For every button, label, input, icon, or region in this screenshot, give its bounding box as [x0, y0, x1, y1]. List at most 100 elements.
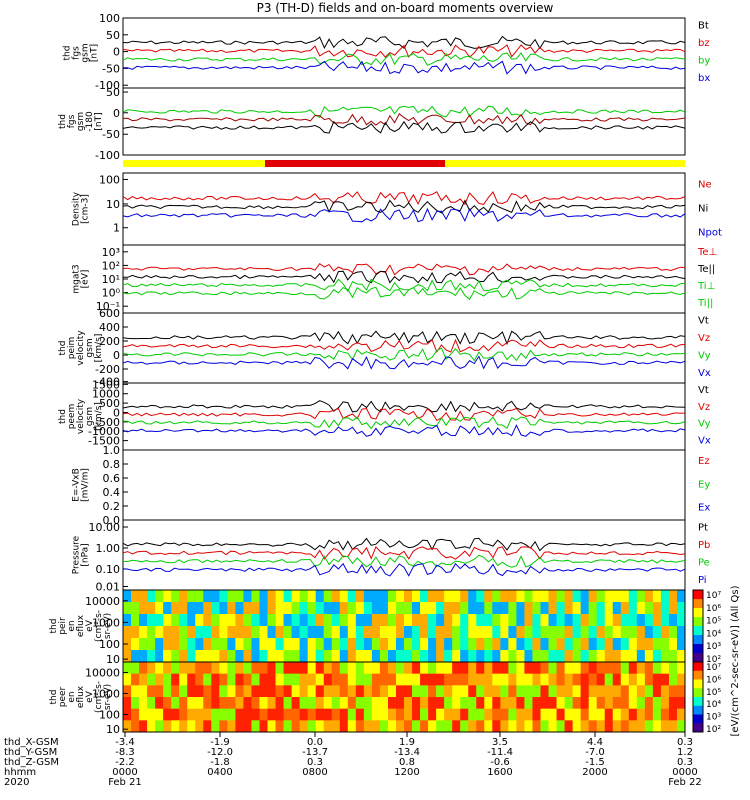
- spectrogram-cell: [179, 590, 188, 603]
- spectrogram-cell: [612, 626, 622, 639]
- spectrogram-cell: [123, 626, 132, 639]
- spectrogram-cell: [540, 662, 550, 675]
- spectrogram-cell: [652, 720, 662, 733]
- spectrogram-cell: [492, 626, 501, 639]
- spectrogram-cell: [251, 614, 260, 627]
- spectrogram-cell: [468, 602, 477, 615]
- spectrogram-cell: [395, 673, 405, 686]
- spectrogram-cell: [412, 685, 421, 698]
- spectrogram-cell: [476, 662, 485, 675]
- spectrogram-cell: [484, 626, 493, 639]
- spectrogram-cell: [155, 638, 164, 651]
- spectrogram-cell: [532, 685, 541, 698]
- spectrogram-cell: [243, 602, 252, 615]
- spectrogram-cell: [612, 685, 622, 698]
- spectrogram-cell: [147, 638, 156, 651]
- spectrogram-cell: [524, 720, 533, 733]
- spectrogram-cell: [500, 602, 509, 615]
- y-tick-label: 500: [99, 397, 120, 410]
- spectrogram-cell: [355, 708, 365, 721]
- spectrogram-cell: [564, 697, 574, 710]
- spectrogram-cell: [476, 673, 485, 686]
- spectrogram-cell: [203, 673, 212, 686]
- spectrogram-cell: [227, 708, 236, 721]
- legend-entry: Ez: [698, 456, 710, 467]
- spectrogram-cell: [323, 650, 333, 663]
- y-axis-label-line: [km/s]: [94, 402, 104, 431]
- spectrogram-cell: [147, 697, 156, 710]
- spectrogram-cell: [395, 638, 405, 651]
- spectrogram-cell: [404, 638, 413, 651]
- spectrogram-cell: [644, 614, 654, 627]
- spectrogram-cell: [596, 708, 606, 721]
- spectrogram-cell: [187, 602, 196, 615]
- spectrogram-cell: [371, 638, 381, 651]
- spectrogram-cell: [243, 685, 252, 698]
- spectrogram-cell: [139, 697, 148, 710]
- spectrogram-cell: [540, 614, 550, 627]
- spectrogram-cell: [179, 685, 188, 698]
- spectrogram-cell: [500, 708, 509, 721]
- spectrogram-cell: [139, 602, 148, 615]
- colorbar-segment: [693, 617, 703, 627]
- spectrogram-cell: [227, 590, 236, 603]
- spectrogram-cell: [195, 650, 204, 663]
- panel-fgs: 100 50 0 -50 -100 thdfgsgsm[nT] Bt bz by bx: [63, 12, 711, 92]
- spectrogram-cell: [468, 720, 477, 733]
- spectrogram-cell: [179, 602, 188, 615]
- spectrogram-cell: [660, 662, 670, 675]
- spectrogram-cell: [604, 685, 614, 698]
- legend-entry: Ni: [698, 203, 708, 214]
- spectrogram-cell: [420, 602, 429, 615]
- spectrogram-cell: [564, 720, 574, 733]
- spectrogram-cell: [387, 626, 397, 639]
- spectrogram-cell: [620, 614, 630, 627]
- y-tick-label: 200: [99, 335, 120, 348]
- spectrogram-cell: [492, 602, 501, 615]
- y-axis-label-line: eV: [85, 619, 95, 632]
- spectrogram-cell: [404, 590, 413, 603]
- spectrogram-cell: [163, 602, 172, 615]
- spectrogram-cell: [235, 673, 244, 686]
- y-axis-label-line: peir: [58, 617, 68, 635]
- y-axis-label: thdpeirenefluxeV(cm²-s-sr-eV): [49, 610, 113, 642]
- spectrogram-cell: [243, 614, 252, 627]
- spectrogram-cell: [484, 673, 493, 686]
- spectrogram-cell: [387, 697, 397, 710]
- spectrogram-cell: [147, 650, 156, 663]
- spectrogram-cell: [291, 708, 301, 721]
- colorbar-tick: 10⁵: [706, 688, 721, 698]
- spectrogram-cell: [179, 638, 188, 651]
- y-tick-label: 0.0: [103, 514, 121, 527]
- spectrogram-cell: [556, 602, 566, 615]
- spectrogram-cell: [420, 708, 429, 721]
- spectrogram-cell: [219, 650, 228, 663]
- spectrogram-cell: [500, 638, 509, 651]
- spectrogram-cell: [516, 638, 525, 651]
- x-axis-value: -7.0: [585, 747, 605, 758]
- spectrogram-cell: [636, 720, 646, 733]
- spectrogram-cell: [291, 685, 301, 698]
- y-axis-label: Density[cm-3]: [72, 191, 91, 226]
- y-axis-label-line: Pressure: [72, 535, 82, 574]
- spectrogram-cell: [444, 662, 453, 675]
- spectrogram-cell: [452, 638, 461, 651]
- spectrogram-cell: [275, 673, 285, 686]
- spectrogram-cell: [428, 708, 437, 721]
- spectrogram-cell: [307, 626, 317, 639]
- trace-Bt: [122, 35, 686, 50]
- spectrogram-cell: [291, 720, 301, 733]
- x-axis-value: 0800: [302, 767, 327, 778]
- spectrogram-cell: [203, 697, 212, 710]
- spectrogram-cell: [363, 650, 373, 663]
- y-tick-label: 0.2: [103, 500, 121, 513]
- y-tick-label: -200: [95, 363, 120, 376]
- spectrogram-cell: [163, 685, 172, 698]
- spectrogram-cell: [331, 614, 341, 627]
- spectrogram-cell: [187, 614, 196, 627]
- spectrogram-cell: [139, 662, 148, 675]
- legend-entry: Bt: [698, 21, 709, 32]
- spectrogram-cell: [347, 720, 357, 733]
- spectrogram-cell: [428, 685, 437, 698]
